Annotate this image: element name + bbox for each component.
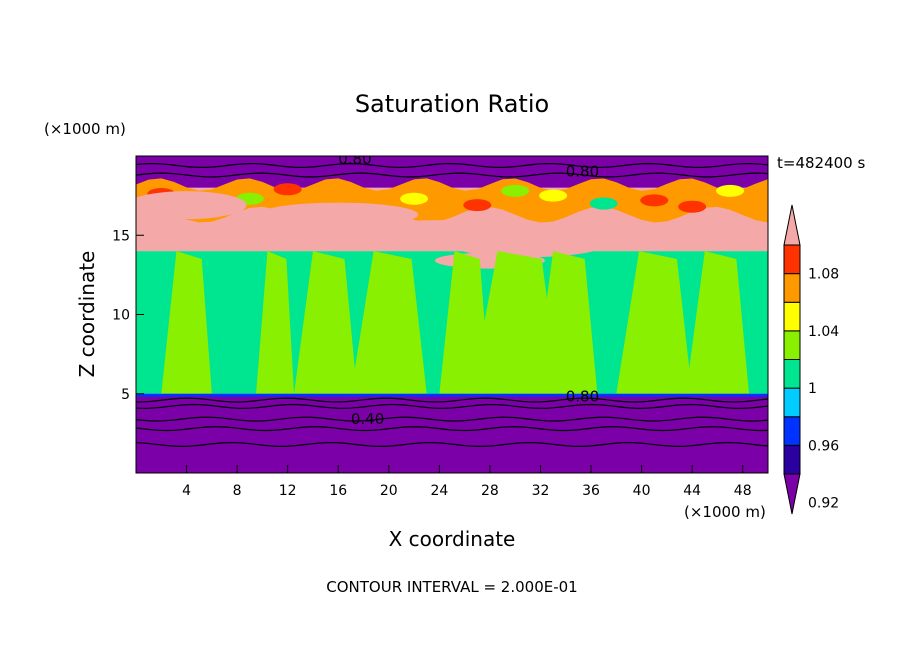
y-axis-label: Z coordinate [75, 251, 99, 378]
colorbar-label: 1 [808, 381, 817, 397]
light-green-plume [685, 251, 750, 394]
light-green-plume [161, 251, 212, 394]
x-tick-label: 32 [532, 483, 550, 499]
light-green-plume [470, 251, 560, 394]
colorbar-segment [783, 330, 801, 360]
x-tick-label: 16 [329, 483, 347, 499]
supersaturated-patch [258, 202, 419, 227]
y-unit-label: (×1000 m) [44, 120, 126, 138]
chart-title: Saturation Ratio [355, 90, 549, 118]
x-tick-label: 28 [481, 483, 499, 499]
x-tick-label: 48 [734, 483, 752, 499]
contour-label: 0.40 [351, 410, 384, 428]
contour-line [136, 172, 768, 178]
y-tick-label: 10 [112, 308, 130, 324]
x-unit-label: (×1000 m) [684, 503, 766, 521]
colorbar-label: 1.08 [808, 267, 839, 283]
light-green-plume [256, 251, 294, 394]
supersaturated-patch [136, 191, 247, 220]
light-green-plume [350, 251, 427, 394]
x-tick-label: 24 [430, 483, 448, 499]
moisture-blob [501, 184, 530, 197]
light-green-plume [534, 251, 598, 394]
y-tick-label: 5 [121, 387, 130, 403]
contour-line [136, 441, 768, 447]
x-tick-label: 12 [279, 483, 297, 499]
y-axis-ticks: 5 10 15 [112, 228, 144, 403]
contour-label: 0.80 [338, 150, 371, 168]
colorbar-segment [783, 444, 801, 475]
moisture-blob [640, 194, 669, 207]
moisture-blob [463, 199, 492, 212]
colorbar-segment [783, 359, 801, 389]
contour-interval-footer: CONTOUR INTERVAL = 2.000E-01 [326, 578, 577, 596]
colorbar-label: 1.04 [808, 324, 839, 340]
contour-label: 0.80 [566, 163, 599, 181]
x-tick-label: 36 [582, 483, 600, 499]
contour-line [136, 426, 768, 432]
moisture-blob [400, 192, 429, 205]
colorbar-arrow-high [783, 204, 801, 246]
saturation-field: 0.80 0.80 0.80 0.40 [136, 150, 768, 473]
x-tick-label: 8 [233, 483, 242, 499]
colorbar-segment [783, 387, 801, 418]
x-tick-label: 44 [683, 483, 701, 499]
colorbar-segment [783, 244, 801, 275]
contour-line [136, 403, 768, 409]
y-tick-label: 15 [112, 228, 130, 244]
x-tick-label: 20 [380, 483, 398, 499]
colorbar-segment [783, 301, 801, 332]
light-green-plume [439, 251, 490, 394]
contour-label: 0.80 [566, 388, 599, 406]
colorbar-segment [783, 273, 801, 303]
light-green-plume [616, 251, 693, 394]
moisture-blob [678, 200, 707, 213]
x-axis-ticks: 4 8 12 16 20 24 28 32 36 40 44 48 [182, 465, 752, 499]
contour-line [136, 416, 768, 422]
colorbar: 1.08 1.04 1 0.96 0.92 [783, 204, 839, 515]
moisture-blob [273, 183, 302, 196]
colorbar-label: 0.92 [808, 496, 839, 512]
time-label: t=482400 s [777, 154, 865, 172]
boundary-edge [136, 393, 768, 397]
moisture-blob [589, 197, 618, 210]
x-tick-label: 4 [182, 483, 191, 499]
moisture-blob [716, 184, 745, 197]
supersaturated-patch [447, 229, 608, 258]
colorbar-arrow-low [783, 473, 801, 515]
contour-line [136, 163, 768, 169]
colorbar-segment [783, 416, 801, 446]
x-axis-label: X coordinate [389, 527, 516, 551]
colorbar-label: 0.96 [808, 438, 839, 454]
moisture-blob [539, 189, 568, 202]
contour-line [136, 397, 768, 403]
light-green-plume [294, 251, 358, 394]
x-tick-label: 40 [633, 483, 651, 499]
